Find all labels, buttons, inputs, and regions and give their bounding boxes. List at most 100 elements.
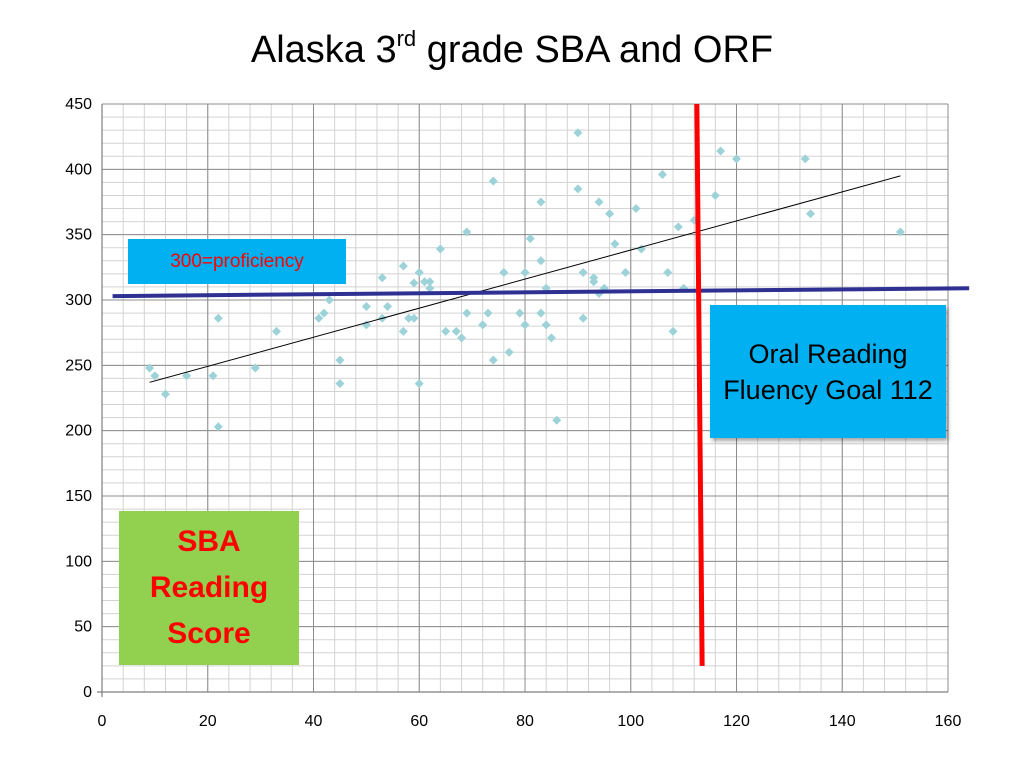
y-tick-label: 300 [65,292,92,309]
data-point [271,326,281,336]
data-point [414,379,424,389]
data-point [515,308,525,318]
data-point [732,154,741,164]
title-main: Alaska 3 [250,29,397,71]
data-point [488,355,498,365]
data-point [578,268,588,278]
data-point [361,302,371,312]
data-point [895,227,905,237]
data-point [383,302,393,312]
sba-score-text: SBA Reading Score [149,525,269,650]
x-tick-label: 120 [723,713,750,730]
data-point [716,146,726,156]
data-point [160,389,170,399]
data-point [631,204,641,214]
data-point [668,326,678,336]
data-point [150,371,160,381]
data-point [414,268,424,278]
data-point [398,326,408,336]
data-point [478,320,488,330]
data-point [546,333,556,343]
data-point [319,308,329,318]
data-point [578,313,588,323]
data-point [605,209,615,219]
proficiency-label: 300=proficiency [128,239,346,284]
data-point [409,278,419,288]
data-point [525,234,535,244]
proficiency-text: 300=proficiency [170,250,304,272]
proficiency-line [112,286,970,299]
data-point [552,415,562,425]
data-point [573,128,583,138]
data-point [504,347,514,357]
data-point [610,239,620,249]
x-tick-label: 40 [305,713,323,730]
data-point [441,326,451,336]
data-point [488,176,498,186]
chart-title: Alaska 3rd grade SBA and ORF [0,26,1024,72]
y-tick-label: 200 [65,423,92,440]
data-point [536,308,546,318]
data-point [520,268,530,278]
x-tick-label: 140 [829,713,856,730]
data-point [250,363,260,373]
data-point [145,363,155,373]
data-point [335,355,345,365]
data-point [800,154,810,164]
x-tick-label: 20 [199,713,217,730]
data-point [425,277,435,287]
x-tick-label: 60 [410,713,428,730]
data-point [451,326,461,336]
data-point [594,197,604,207]
data-point [573,184,583,194]
y-tick-label: 50 [74,619,92,636]
x-tick-label: 0 [98,713,107,730]
data-point [673,222,683,232]
y-tick-label: 150 [65,488,92,505]
data-point [213,422,223,432]
orf-goal-label: Oral Reading Fluency Goal 112 [710,305,946,438]
data-point [499,268,509,278]
trendline [149,175,901,383]
y-tick-label: 350 [65,227,92,244]
data-point [457,333,467,343]
data-point [710,190,720,200]
orf-goal-text: Oral Reading Fluency Goal 112 [723,338,933,405]
y-tick-label: 100 [65,553,92,570]
y-tick-label: 400 [65,161,92,178]
data-point [620,268,630,278]
x-tick-label: 80 [516,713,534,730]
data-point [324,295,334,305]
data-point [536,256,546,266]
data-point [377,273,387,283]
orf-goal-line [694,103,705,666]
y-tick-label: 450 [65,96,92,113]
data-point [462,227,472,237]
data-point [462,308,472,318]
data-point [663,268,673,278]
y-tick-label: 250 [65,357,92,374]
data-point [314,313,324,323]
data-point [483,308,493,318]
data-point [420,277,430,287]
data-point [541,320,551,330]
data-point [208,371,218,381]
data-point [335,379,345,389]
title-superscript: rd [396,26,417,51]
data-point [435,244,445,254]
data-point [425,283,435,293]
x-tick-label: 100 [617,713,644,730]
title-rest: grade SBA and ORF [416,29,774,71]
data-point [398,261,408,271]
y-tick-label: 0 [83,684,92,701]
data-point [213,313,223,323]
data-point [536,197,546,207]
data-point [520,320,530,330]
data-point [806,209,816,219]
data-point [404,313,414,323]
x-tick-label: 160 [935,713,962,730]
data-point [589,277,599,287]
sba-score-label: SBA Reading Score [119,511,299,665]
data-point [657,170,667,180]
data-point [182,371,192,381]
